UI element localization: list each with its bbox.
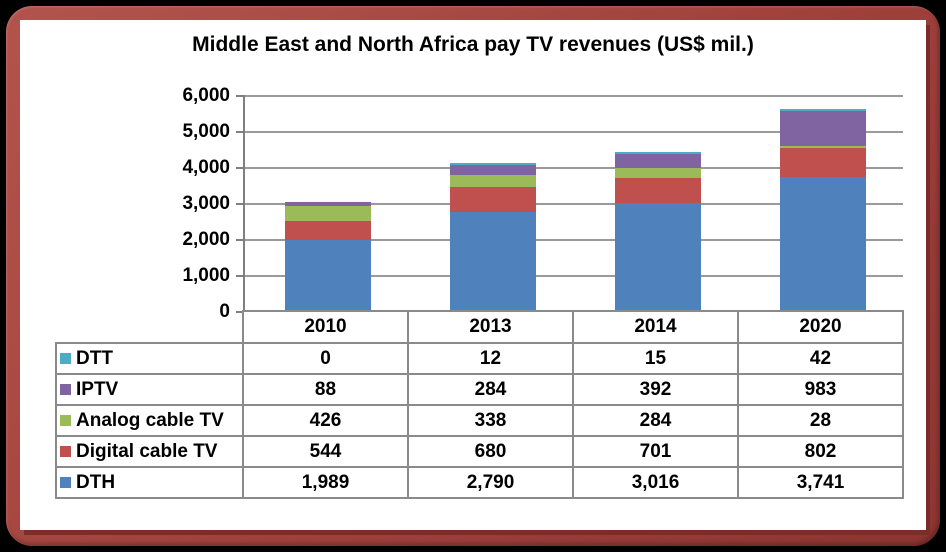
series-label-cell: Digital cable TV — [55, 435, 244, 468]
value-cell: 3,016 — [572, 466, 739, 499]
series-name-label: IPTV — [76, 378, 119, 400]
table-row-dth: DTH 1,989 2,790 3,016 3,741 — [55, 466, 904, 499]
table-header-row: 2010 2013 2014 2020 — [56, 310, 904, 344]
value-cell: 426 — [242, 404, 409, 437]
bar-segment-digital-cable-tv — [449, 187, 536, 212]
table-row-dtt: DTT 0 12 15 42 — [55, 342, 904, 375]
gridline — [245, 239, 903, 241]
gridline — [245, 131, 903, 133]
gridline — [245, 275, 903, 277]
plot-area — [236, 95, 903, 313]
bar-segment-dtt — [449, 162, 536, 165]
bar-segment-iptv — [284, 202, 371, 206]
value-cell: 0 — [242, 342, 409, 375]
y-axis-tick-label: 3,000 — [182, 193, 230, 214]
series-label-cell: Analog cable TV — [55, 404, 244, 437]
year-header-cell: 2020 — [737, 310, 904, 344]
value-cell: 680 — [407, 435, 574, 468]
legend-swatch-digital-cable-tv-icon — [60, 445, 71, 457]
gridline — [245, 95, 903, 97]
bar-segment-analog-cable-tv — [284, 205, 371, 221]
series-label-cell: DTH — [55, 466, 244, 499]
stacked-bar-2010 — [284, 202, 371, 312]
bar-segment-analog-cable-tv — [779, 146, 866, 149]
bar-segment-digital-cable-tv — [284, 220, 371, 241]
axis-tick — [236, 131, 245, 133]
value-cell: 88 — [242, 373, 409, 406]
value-cell: 2,790 — [407, 466, 574, 499]
y-axis-tick-label: 4,000 — [182, 157, 230, 178]
value-cell: 28 — [737, 404, 904, 437]
chart-title: Middle East and North Africa pay TV reve… — [192, 33, 754, 56]
axis-tick — [236, 203, 245, 205]
axis-tick — [236, 275, 245, 277]
legend-swatch-analog-cable-tv-icon — [60, 414, 71, 426]
stacked-bar-2013 — [449, 162, 536, 312]
legend-swatch-dth-icon — [60, 476, 71, 488]
bar-segment-analog-cable-tv — [449, 174, 536, 188]
bar-segment-dth — [614, 203, 701, 312]
bar-segment-iptv — [779, 111, 866, 147]
series-label-cell: IPTV — [55, 373, 244, 406]
y-axis-tick-label: 5,000 — [182, 121, 230, 142]
axis-tick — [236, 311, 245, 313]
legend-swatch-iptv-icon — [60, 383, 71, 395]
bar-segment-analog-cable-tv — [614, 167, 701, 179]
year-header-cell: 2014 — [572, 310, 739, 344]
value-cell: 392 — [572, 373, 739, 406]
table-row-analog-cable-tv: Analog cable TV 426 338 284 28 — [55, 404, 904, 437]
bar-segment-dth — [779, 177, 866, 312]
data-table: 2010 2013 2014 2020 DTT 0 12 15 42 IPTV 88 284 392 98… — [55, 310, 904, 499]
value-cell: 701 — [572, 435, 739, 468]
value-cell: 42 — [737, 342, 904, 375]
legend-swatch-dtt-icon — [60, 352, 71, 364]
year-header-cell: 2010 — [242, 310, 409, 344]
stacked-bar-2014 — [614, 151, 701, 312]
gridline — [245, 167, 903, 169]
bar-segment-dth — [449, 211, 536, 312]
series-name-label: DTH — [76, 471, 116, 493]
bar-segment-dtt — [779, 109, 866, 112]
bar-segment-digital-cable-tv — [614, 178, 701, 204]
stacked-bar-2020 — [779, 109, 866, 312]
value-cell: 983 — [737, 373, 904, 406]
value-cell: 802 — [737, 435, 904, 468]
value-cell: 544 — [242, 435, 409, 468]
slide-frame: Middle East and North Africa pay TV reve… — [6, 6, 940, 546]
series-name-label: Analog cable TV — [76, 409, 224, 431]
axis-tick — [236, 95, 245, 97]
value-cell: 3,741 — [737, 466, 904, 499]
series-label-cell: DTT — [55, 342, 244, 375]
series-name-label: DTT — [76, 347, 113, 369]
axis-tick — [236, 239, 245, 241]
y-axis-labels: 6,000 5,000 4,000 3,000 2,000 1,000 0 — [80, 86, 230, 322]
gridline — [245, 203, 903, 205]
value-cell: 284 — [572, 404, 739, 437]
y-axis-tick-label: 0 — [219, 301, 230, 322]
chart-panel: Middle East and North Africa pay TV reve… — [20, 20, 926, 530]
table-row-iptv: IPTV 88 284 392 983 — [55, 373, 904, 406]
bar-segment-iptv — [449, 164, 536, 175]
bar-segment-digital-cable-tv — [779, 148, 866, 178]
bar-segment-dtt — [614, 151, 701, 154]
value-cell: 15 — [572, 342, 739, 375]
value-cell: 338 — [407, 404, 574, 437]
value-cell: 12 — [407, 342, 574, 375]
bar-segment-iptv — [614, 153, 701, 168]
year-header-cell: 2013 — [407, 310, 574, 344]
y-axis-tick-label: 6,000 — [182, 85, 230, 106]
bar-segment-dth — [284, 240, 371, 312]
axis-tick — [236, 167, 245, 169]
y-axis-tick-label: 2,000 — [182, 229, 230, 250]
table-row-digital-cable-tv: Digital cable TV 544 680 701 802 — [55, 435, 904, 468]
table-corner-cell — [56, 311, 243, 343]
y-axis-tick-label: 1,000 — [182, 265, 230, 286]
value-cell: 1,989 — [242, 466, 409, 499]
value-cell: 284 — [407, 373, 574, 406]
series-name-label: Digital cable TV — [76, 440, 218, 462]
